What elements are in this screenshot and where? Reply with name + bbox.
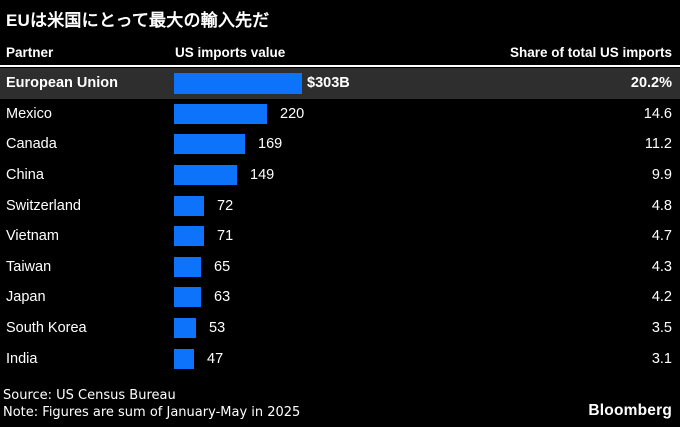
partner-label: South Korea (6, 320, 87, 337)
partner-label: European Union (6, 75, 118, 92)
share-value: 4.8 (651, 197, 672, 214)
value-label: 53 (209, 320, 226, 337)
share-value: 9.9 (651, 167, 672, 184)
share-value: 4.2 (651, 289, 672, 306)
value-label: 220 (280, 105, 305, 122)
table-row: Mexico 220 14.6 (0, 99, 680, 130)
value-label: 47 (207, 350, 224, 367)
bar-cell: 63 (174, 287, 582, 308)
value-label: 72 (217, 197, 234, 214)
table-row: China 149 9.9 (0, 160, 680, 191)
bar-cell: 47 (174, 348, 582, 369)
table-row: South Korea 53 3.5 (0, 313, 680, 344)
bar (174, 195, 204, 216)
table-row: Taiwan 65 4.3 (0, 252, 680, 283)
bar-cell: $303B (174, 72, 582, 94)
share-value: 3.1 (651, 350, 672, 367)
bar-table: European Union $303B 20.2% Mexico 220 14… (0, 68, 680, 374)
value-label: 149 (250, 167, 275, 184)
bar-cell: 72 (174, 195, 582, 216)
bar-cell: 71 (174, 226, 582, 247)
bloomberg-logo: Bloomberg (588, 402, 672, 419)
partner-label: Canada (6, 136, 57, 153)
bar-cell: 65 (174, 256, 582, 277)
chart-footer: Source: US Census Bureau Note: Figures a… (0, 387, 680, 423)
bar (174, 165, 237, 186)
share-value: 14.6 (643, 105, 672, 122)
chart-title: EUは米国にとって最大の輸入先だ (6, 11, 270, 30)
bar-cell: 169 (174, 134, 582, 155)
bar-cell: 220 (174, 103, 582, 124)
table-row: European Union $303B 20.2% (0, 68, 680, 99)
source-note-block: Source: US Census Bureau Note: Figures a… (3, 387, 300, 421)
value-label: 63 (214, 289, 231, 306)
partner-label: Taiwan (6, 258, 52, 275)
table-row: Japan 63 4.2 (0, 282, 680, 313)
partner-label: Switzerland (6, 197, 81, 214)
partner-label: Mexico (6, 105, 52, 122)
table-row: Switzerland 72 4.8 (0, 190, 680, 221)
column-header-partner: Partner (6, 45, 54, 60)
bar (174, 103, 267, 124)
share-value: 4.7 (651, 228, 672, 245)
bar (174, 72, 302, 94)
bar (174, 134, 245, 155)
source-text: Source: US Census Bureau (3, 387, 176, 403)
value-label: 169 (258, 136, 283, 153)
header-divider (0, 65, 680, 67)
value-label: $303B (307, 75, 350, 92)
table-row: India 47 3.1 (0, 343, 680, 374)
bar (174, 348, 194, 369)
column-header-share: Share of total US imports (509, 45, 672, 60)
column-header-imports-value: US imports value (175, 45, 286, 60)
bar (174, 226, 204, 247)
partner-label: China (6, 167, 44, 184)
bar-cell: 149 (174, 165, 582, 186)
value-label: 65 (214, 258, 231, 275)
bar (174, 318, 196, 339)
value-label: 71 (217, 228, 234, 245)
bar (174, 287, 201, 308)
share-value: 3.5 (651, 320, 672, 337)
partner-label: India (6, 350, 38, 367)
partner-label: Japan (6, 289, 46, 306)
share-value: 4.3 (651, 258, 672, 275)
bar-cell: 53 (174, 318, 582, 339)
bar (174, 256, 201, 277)
table-row: Vietnam 71 4.7 (0, 221, 680, 252)
table-row: Canada 169 11.2 (0, 129, 680, 160)
note-text: Note: Figures are sum of January-May in … (3, 404, 301, 420)
table-header: Partner US imports value Share of total … (0, 40, 680, 65)
share-value: 20.2% (630, 75, 672, 92)
partner-label: Vietnam (6, 228, 59, 245)
share-value: 11.2 (644, 136, 672, 153)
